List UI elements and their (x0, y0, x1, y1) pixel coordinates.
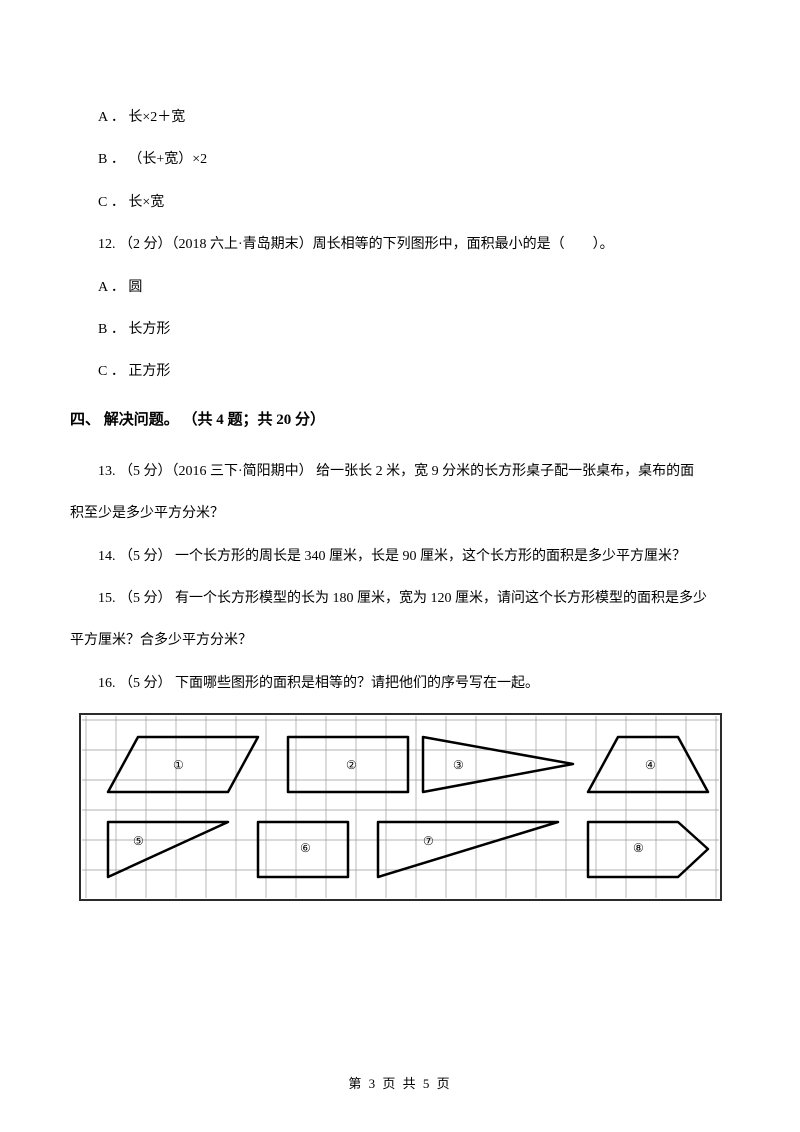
q15-line2: 平方厘米？合多少平方分米？ (70, 623, 730, 659)
page-footer: 第 3 页 共 5 页 (0, 1073, 800, 1092)
q11-option-b: B ． （长+宽）×2 (70, 142, 730, 178)
q16-text: 16. （5 分） 下面哪些图形的面积是相等的？请把他们的序号写在一起。 (70, 666, 730, 702)
svg-text:③: ③ (453, 758, 464, 772)
q12-option-b: B ． 长方形 (70, 312, 730, 348)
svg-text:⑧: ⑧ (633, 841, 644, 855)
svg-text:②: ② (346, 758, 357, 772)
section-4-heading: 四、 解决问题。 （共 4 题；共 20 分） (70, 401, 730, 440)
q12-option-c: C ． 正方形 (70, 354, 730, 390)
q13-line1: 13. （5 分）（2016 三下·简阳期中） 给一张长 2 米，宽 9 分米的… (70, 454, 730, 490)
svg-text:⑦: ⑦ (423, 834, 434, 848)
svg-text:⑥: ⑥ (300, 841, 311, 855)
svg-text:①: ① (173, 758, 184, 772)
svg-text:⑤: ⑤ (133, 834, 144, 848)
q14-text: 14. （5 分） 一个长方形的周长是 340 厘米，长是 90 厘米，这个长方… (70, 539, 730, 575)
q13-line2: 积至少是多少平方分米？ (70, 496, 730, 532)
q11-option-a: A ． 长×2＋宽 (70, 100, 730, 136)
q11-option-c: C ． 长×宽 (70, 185, 730, 221)
q15-line1: 15. （5 分） 有一个长方形模型的长为 180 厘米，宽为 120 厘米，请… (70, 581, 730, 617)
q12-text: 12. （2 分）（2018 六上·青岛期末）周长相等的下列图形中，面积最小的是… (70, 227, 730, 263)
q12-option-a: A ． 圆 (70, 270, 730, 306)
shapes-figure: ① ② ③ ④ ⑤ ⑥ ⑦ ⑧ (78, 712, 723, 902)
svg-text:④: ④ (645, 758, 656, 772)
